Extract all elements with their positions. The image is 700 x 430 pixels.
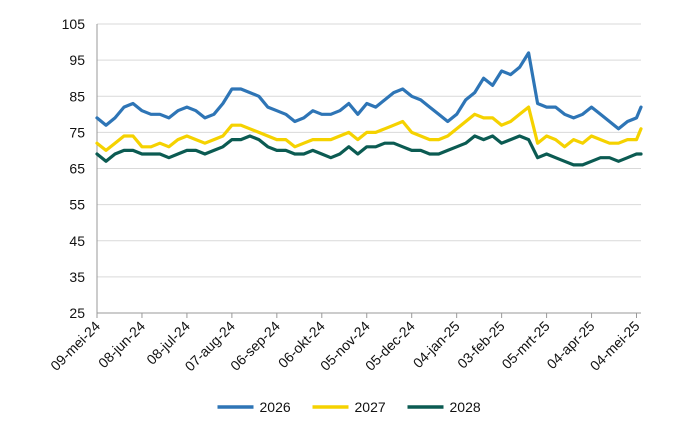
y-tick-label: 25 <box>69 305 85 321</box>
y-tick-label: 35 <box>69 269 85 285</box>
y-tick-label: 55 <box>69 197 85 213</box>
legend: 2026 2027 2028 <box>217 399 481 415</box>
y-tick-label: 65 <box>69 161 85 177</box>
legend-entry-2028: 2028 <box>407 399 481 415</box>
x-tick-label: 06-sep-24 <box>227 318 283 374</box>
y-tick-label: 45 <box>69 233 85 249</box>
x-tick-label: 09-mei-24 <box>47 318 103 374</box>
legend-label: 2028 <box>450 399 481 415</box>
gridlines <box>97 23 641 278</box>
x-tick-label: 05-mrt-25 <box>498 318 552 372</box>
series-lines <box>95 51 643 167</box>
legend-entry-2027: 2027 <box>312 399 386 415</box>
axes <box>96 24 641 318</box>
x-axis-tick-labels: 09-mei-2408-jun-2408-jul-2407-aug-2406-s… <box>47 318 643 375</box>
y-tick-label: 75 <box>69 124 85 140</box>
y-tick-label: 85 <box>69 88 85 104</box>
y-axis-tick-labels: 25 35 45 55 65 75 85 95 105 <box>62 16 86 321</box>
x-tick-label: 04-mei-25 <box>587 318 643 374</box>
y-tick-label: 95 <box>69 52 85 68</box>
x-tick-label: 05-dec-24 <box>362 318 418 374</box>
series-line-2026 <box>95 51 643 131</box>
x-tick-label: 08-jun-24 <box>95 318 148 371</box>
series-line-2027 <box>95 105 643 152</box>
legend-entry-2026: 2026 <box>217 399 291 415</box>
y-tick-label: 105 <box>62 16 86 32</box>
legend-label: 2027 <box>355 399 386 415</box>
series-line-2028 <box>95 134 643 167</box>
x-tick-label: 04-jan-25 <box>410 318 463 371</box>
legend-label: 2026 <box>260 399 291 415</box>
